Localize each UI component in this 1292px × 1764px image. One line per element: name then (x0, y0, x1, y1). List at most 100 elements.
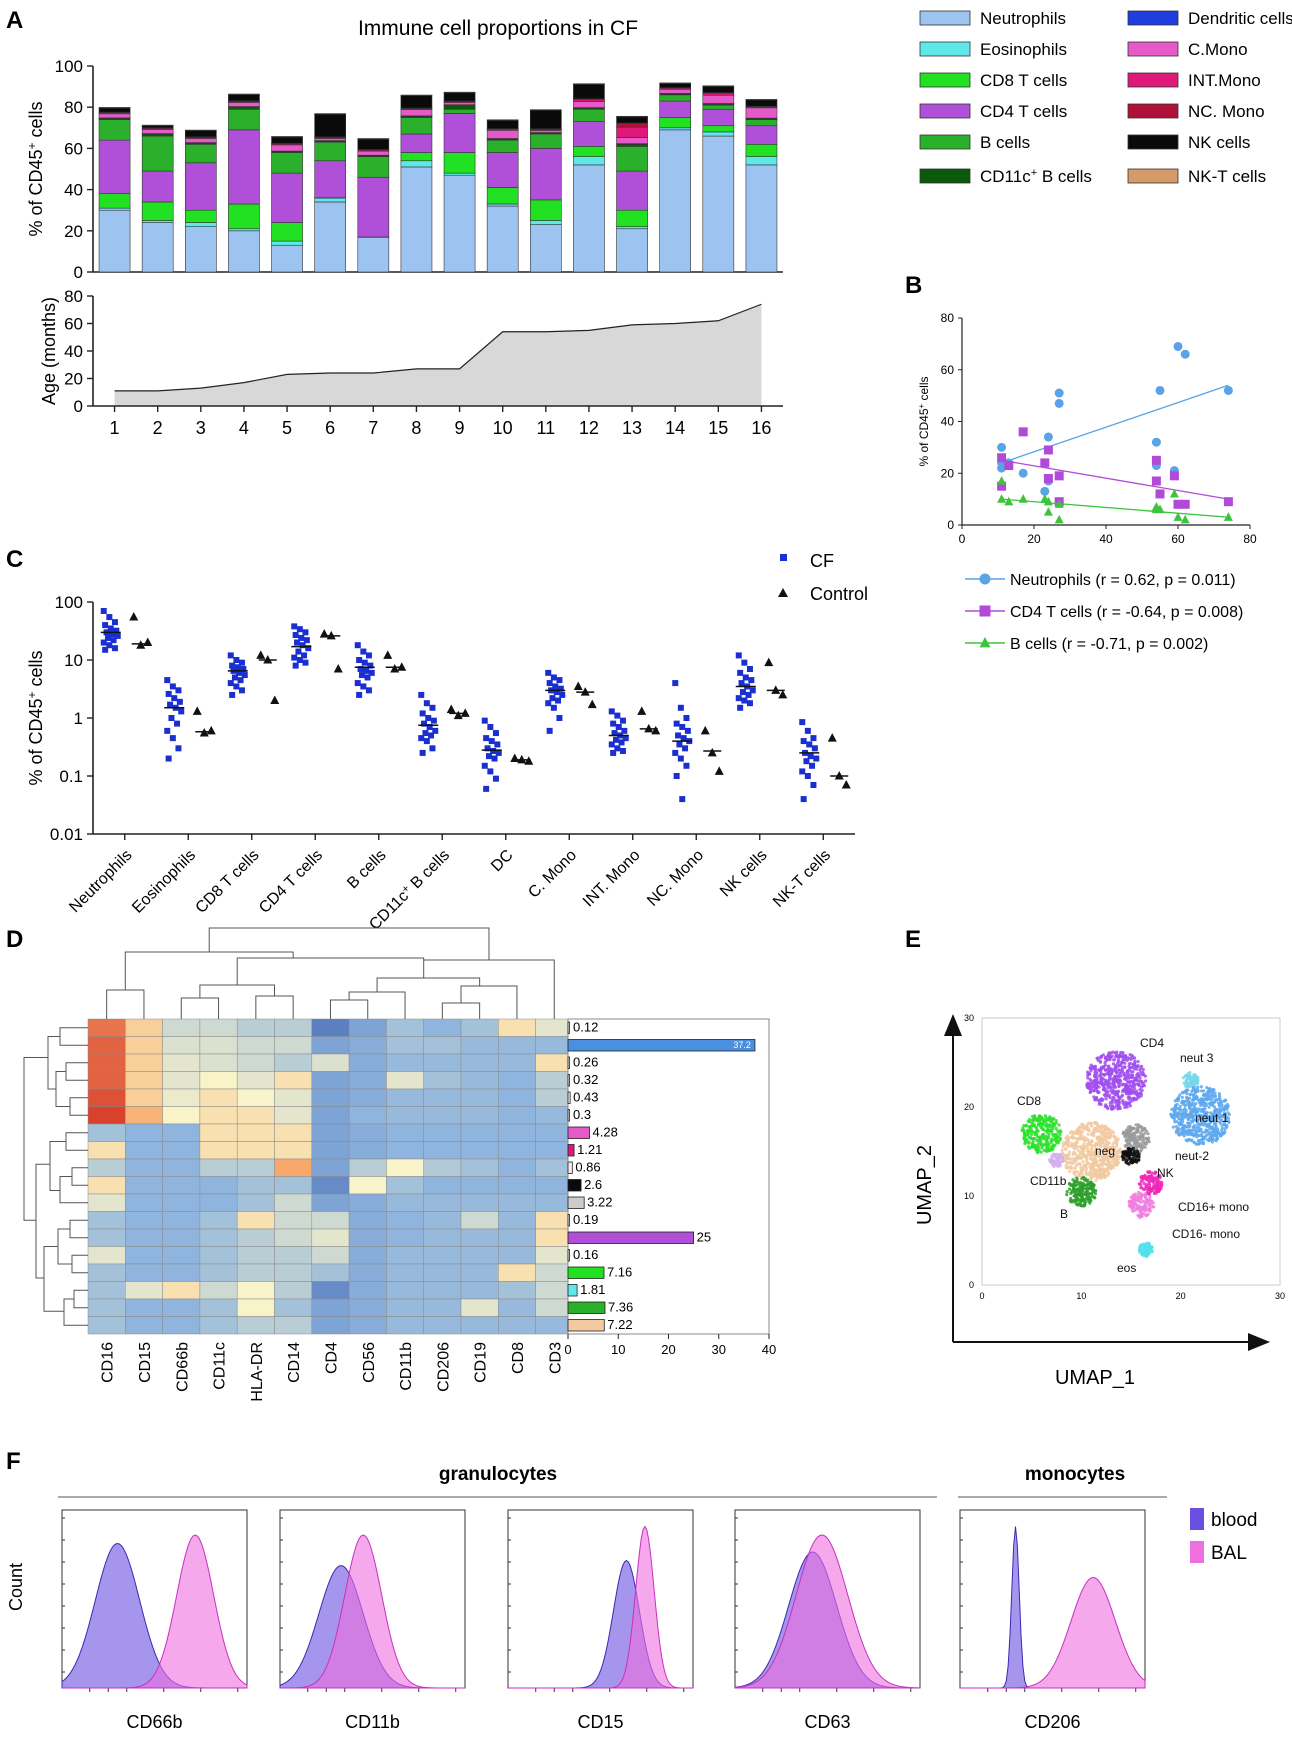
x-tick-label: 40 (762, 1342, 776, 1357)
data-point (1043, 432, 1053, 442)
umap-point (1110, 1071, 1114, 1076)
umap-point (1207, 1105, 1211, 1109)
umap-point (1193, 1073, 1197, 1077)
bar-segment (702, 131, 735, 137)
umap-point (1105, 1135, 1110, 1139)
umap-point (1094, 1157, 1098, 1161)
umap-point (1146, 1175, 1150, 1179)
x-tick-label: CD4 T cells (256, 847, 326, 917)
cf-point (810, 781, 817, 788)
fit-line (1001, 498, 1229, 518)
heatmap-cell (348, 1211, 387, 1230)
umap-point (1104, 1079, 1109, 1083)
umap-point (1211, 1119, 1216, 1123)
umap-point (1133, 1202, 1138, 1206)
umap-point (1211, 1137, 1215, 1141)
bar-segment (271, 136, 303, 138)
heatmap-cell (311, 1176, 350, 1195)
umap-point (1068, 1131, 1072, 1135)
umap-point (1052, 1116, 1056, 1121)
umap-point (1089, 1180, 1093, 1184)
bar-value-label: 0.3 (573, 1107, 591, 1122)
bar-segment (702, 135, 735, 273)
umap-point (1148, 1195, 1152, 1199)
umap-point (1094, 1096, 1099, 1100)
umap-point (1080, 1122, 1084, 1126)
heatmap-cell (87, 1193, 126, 1212)
umap-point (1115, 1104, 1119, 1108)
cf-point (811, 745, 818, 752)
umap-point (1047, 1132, 1051, 1136)
y-tick-label: 100 (55, 593, 83, 612)
x-tick-label: 5 (282, 418, 292, 438)
umap-point (1095, 1129, 1099, 1133)
bar-segment (529, 224, 562, 273)
umap-point (1029, 1125, 1033, 1129)
y-tick-label: 100 (55, 57, 83, 76)
umap-point (1071, 1152, 1075, 1157)
heatmap-cell (87, 1088, 126, 1107)
bar-segment (745, 156, 778, 166)
heatmap-cell (199, 1106, 238, 1125)
umap-point (1129, 1075, 1133, 1079)
y-tick-label: 10 (964, 1191, 974, 1201)
umap-point (1078, 1152, 1082, 1157)
y-tick-label: 0 (74, 263, 83, 282)
umap-point (1135, 1206, 1140, 1210)
bar-segment (745, 164, 778, 273)
umap-point (1196, 1122, 1200, 1126)
x-arrow-head (1248, 1333, 1270, 1351)
y-tick-label: 0 (969, 1280, 974, 1290)
umap-point (1192, 1082, 1197, 1086)
column-dendrogram-branch (376, 977, 481, 992)
umap-point (1112, 1091, 1116, 1095)
umap-point (1075, 1131, 1079, 1135)
x-tick-label: NK cells (717, 847, 771, 901)
control-point (383, 650, 393, 659)
heatmap-cell (311, 1106, 350, 1125)
umap-point (1098, 1158, 1102, 1162)
heatmap-cell (199, 1036, 238, 1055)
heatmap-cell (162, 1018, 201, 1037)
heatmap-cell (498, 1246, 536, 1265)
umap-point (1153, 1191, 1157, 1195)
umap-point (1127, 1127, 1131, 1132)
umap-point (1108, 1163, 1112, 1167)
umap-point (1211, 1128, 1216, 1133)
umap-point (1074, 1183, 1078, 1188)
heatmap-cell (535, 1088, 574, 1107)
cf-point (291, 623, 298, 630)
umap-point (1097, 1085, 1101, 1089)
umap-point (1078, 1172, 1082, 1176)
y-tick-label: 20 (941, 466, 955, 480)
cf-point (806, 741, 813, 748)
umap-point (1073, 1166, 1077, 1170)
umap-point (1120, 1060, 1124, 1064)
heatmap-cell (460, 1281, 499, 1300)
umap-point (1210, 1125, 1215, 1129)
umap-point (1095, 1147, 1099, 1151)
cf-point (104, 634, 111, 641)
panel-letter-e: E (905, 926, 921, 953)
umap-point (1143, 1126, 1147, 1131)
legend-label: B cells (r = -0.71, p = 0.002) (1010, 636, 1208, 653)
umap-point (1127, 1131, 1131, 1135)
umap-point (1100, 1097, 1104, 1101)
heatmap-cell (535, 1193, 574, 1212)
legend-label: CF (810, 551, 834, 571)
umap-point (1184, 1109, 1188, 1113)
heatmap-cell (199, 1176, 238, 1195)
heatmap-cell (274, 1246, 313, 1265)
umap-point (1134, 1199, 1138, 1203)
cluster-label: CD16+ mono (1178, 1200, 1249, 1214)
umap-point (1139, 1243, 1143, 1247)
histogram-frame (507, 1509, 694, 1689)
bar-segment (745, 99, 778, 101)
heatmap-col-label: CD66b (174, 1342, 191, 1392)
umap-point (1096, 1152, 1100, 1156)
umap-point (1220, 1123, 1224, 1127)
umap-point (1088, 1152, 1092, 1157)
umap-point (1022, 1124, 1026, 1128)
panel-d: CD16 CD15 CD66b CD11c HLA-DR CD14 CD4 CD56 CD11b… (23, 927, 776, 1402)
umap-point (1096, 1143, 1101, 1147)
